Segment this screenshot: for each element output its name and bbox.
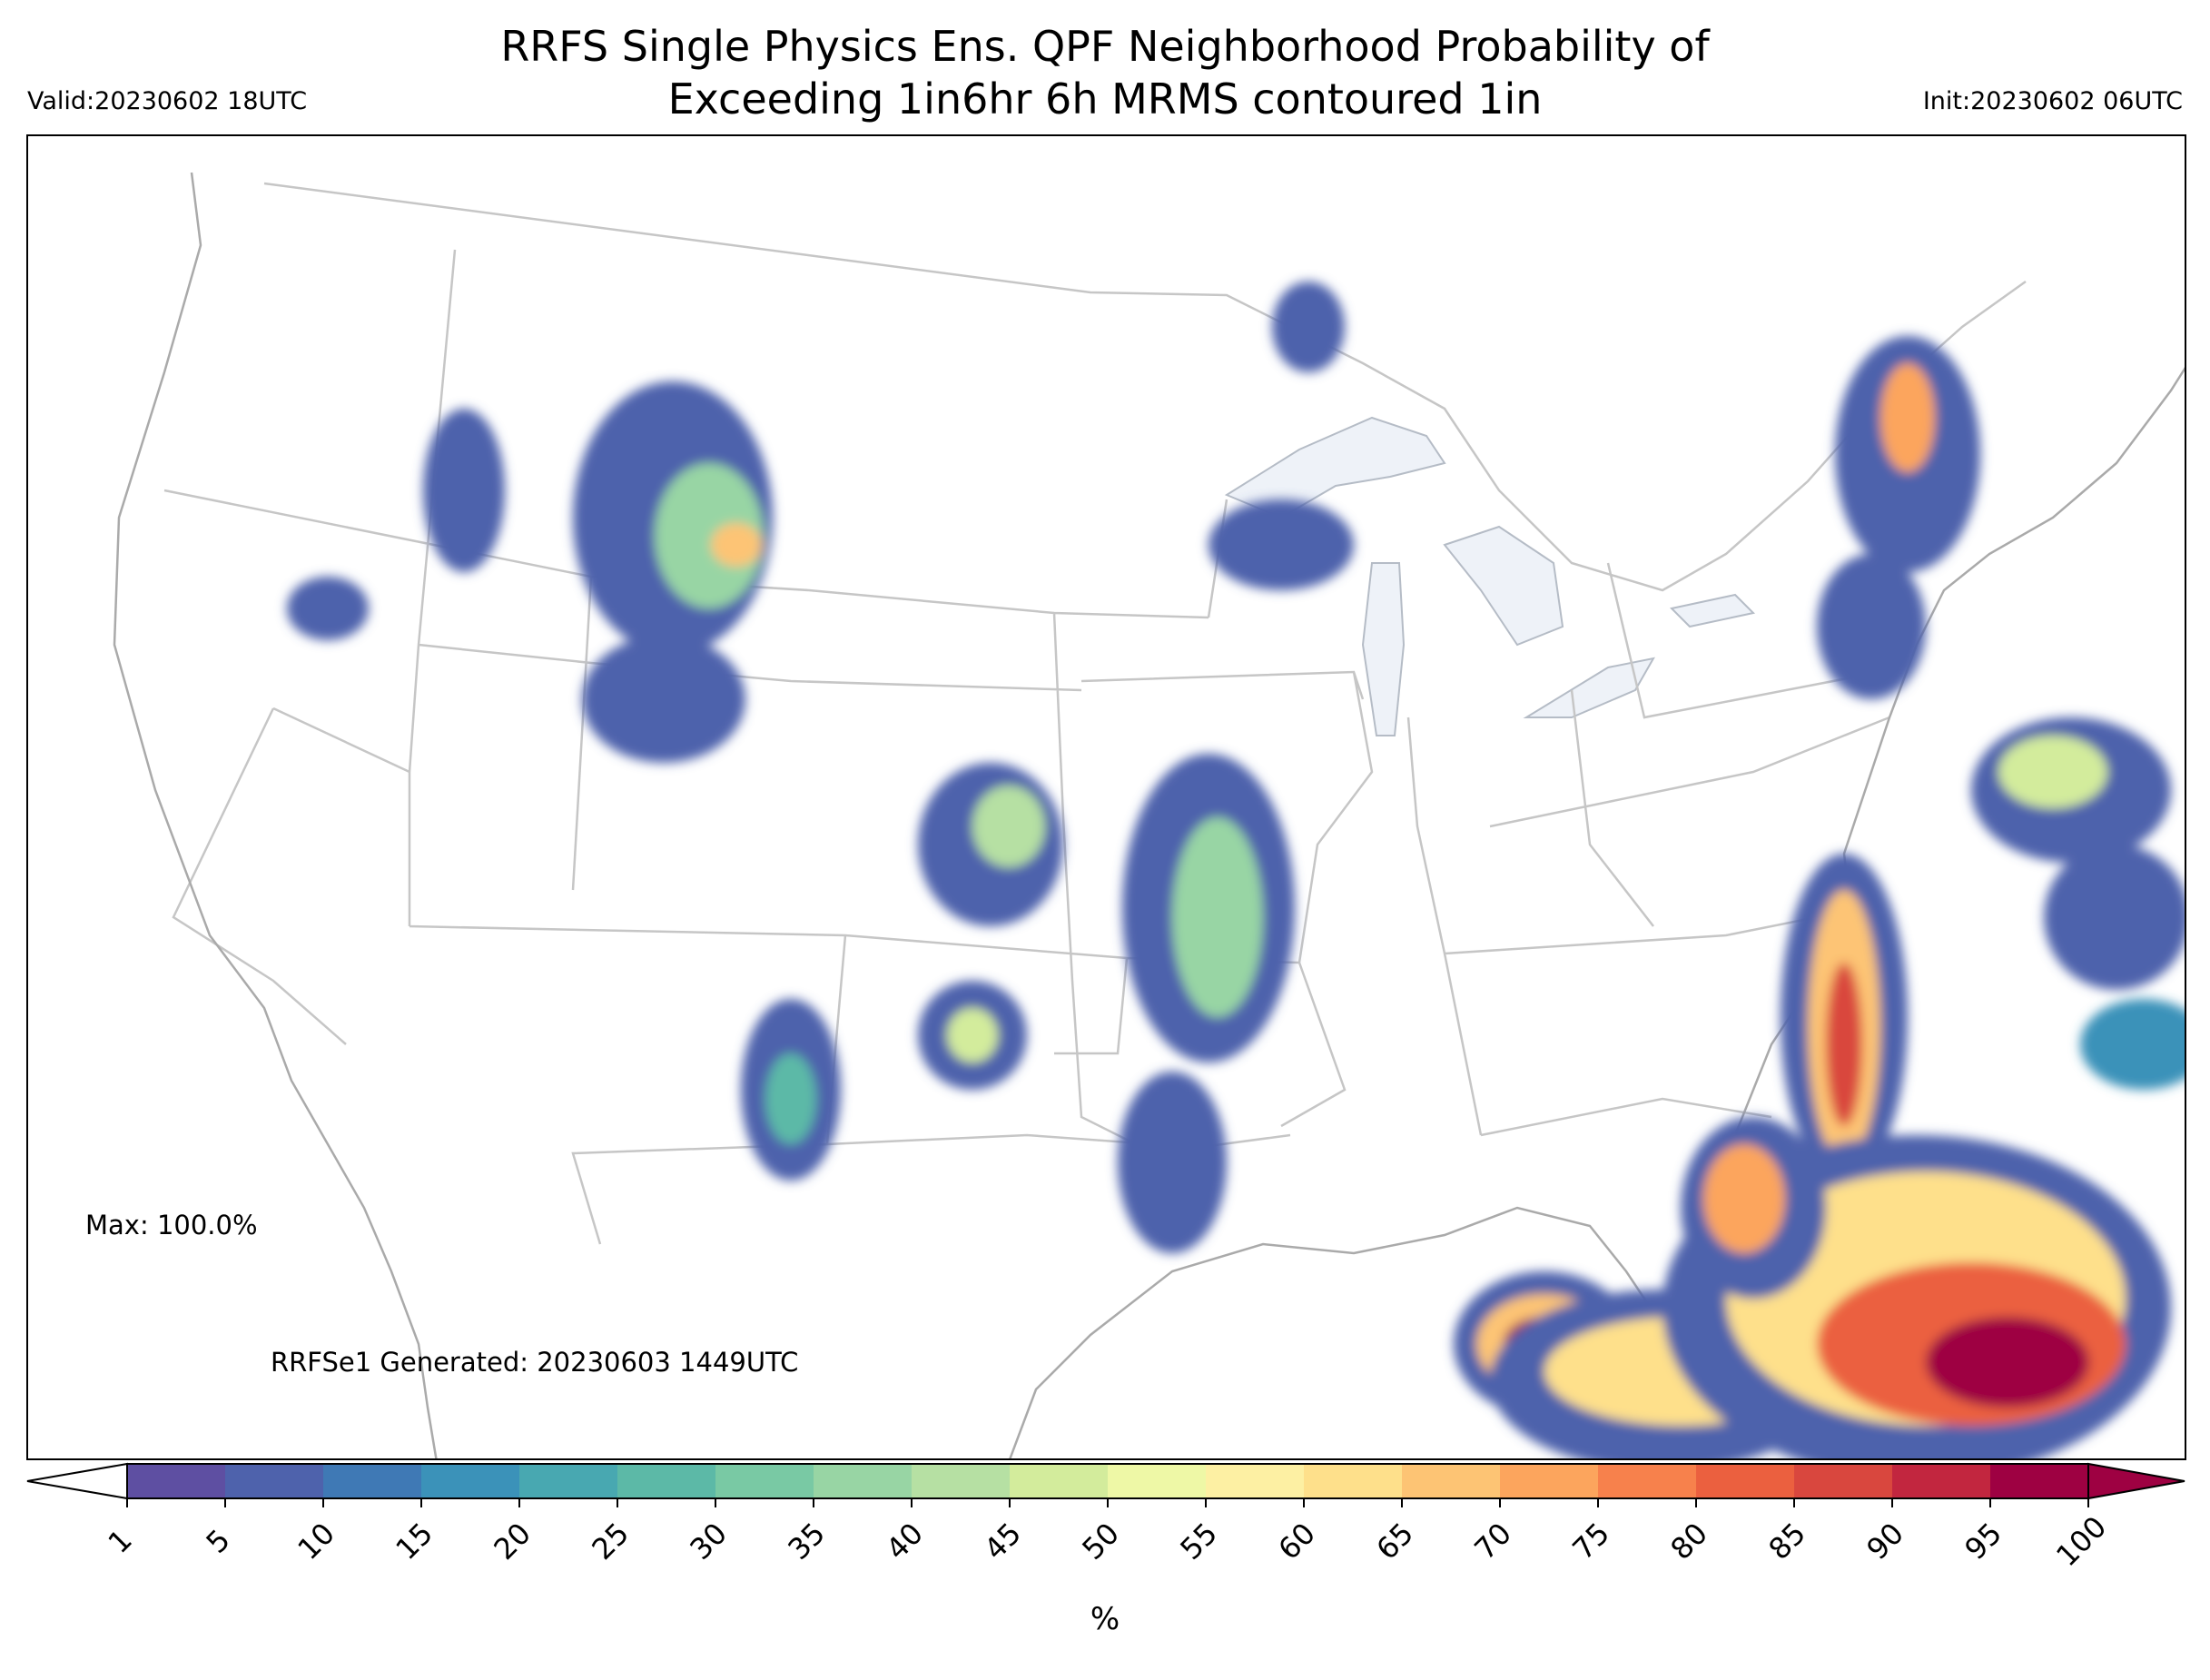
colorbar-extend-high [2087,1462,2185,1500]
blob-montana-core [711,523,762,567]
colorbar-segment [1206,1464,1305,1498]
blob-atlantic-mid [2044,845,2185,990]
colorbar-tick-label: 95 [1958,1516,2008,1566]
colorbar-tick-label: 45 [977,1516,1028,1566]
blob-tx-panhandle-inner [947,1008,998,1062]
colorbar-unit-label: % [1090,1601,1120,1637]
colorbar-segment [1892,1464,1991,1498]
colorbar-segment [1402,1464,1501,1498]
valid-time: Valid:20230602 18UTC [27,87,308,115]
blob-oregon [287,577,369,640]
blob-florida-core [1926,1317,2089,1408]
canada-border [263,182,2027,592]
colorbar-segment [1108,1464,1207,1498]
colorbar-tick-label: 20 [487,1516,538,1566]
colorbar-segment [519,1464,618,1498]
colorbar-extend-low [26,1462,128,1500]
state-borders [163,182,2027,1245]
colorbar-tick-label: 25 [585,1516,636,1566]
colorbar-segment [1304,1464,1403,1498]
colorbar-segment [814,1464,913,1498]
lake-michigan [1361,562,1406,736]
blob-minnesota [1209,499,1354,590]
blob-wyoming [582,636,745,763]
blob-quebec-core [1880,363,1935,472]
blob-atlantic-mid2 [2080,999,2185,1090]
blob-carolina-core [1826,963,1862,1126]
colorbar-tick-label: 35 [781,1516,832,1566]
blob-ontario [1272,282,1345,372]
state-lines [163,249,1890,1245]
colorbar: 1 5 10 15 20 25 30 35 40 45 50 55 60 65 70 75 80 85 90 95 10… [26,1462,2185,1573]
map-canvas [113,172,2185,1458]
blob-newengland [1817,554,1926,699]
colorbar-tick-label: 10 [291,1516,341,1566]
map-panel [26,134,2186,1460]
colorbar-segment [912,1464,1011,1498]
colorbar-segment [1696,1464,1795,1498]
lake-ontario [1669,593,1756,628]
colorbar-segment [1794,1464,1893,1498]
blob-kansas-inner [1172,817,1263,1017]
colorbar-tick-label: 1 [102,1523,139,1560]
blob-georgia-inner [1703,1144,1785,1253]
colorbar-tick-label: 5 [200,1523,237,1560]
chart-title: RRFS Single Physics Ens. QPF Neighborhoo… [500,22,1710,124]
colorbar-tick-label: 100 [2049,1509,2113,1573]
colorbar-tick-label: 40 [879,1516,930,1566]
blob-nm-inner [765,1053,816,1144]
colorbar-segment [421,1464,520,1498]
blob-montana-inner [655,463,764,608]
lake-erie [1523,657,1655,718]
colorbar-segment [225,1464,324,1498]
blob-oklahoma [1118,1072,1227,1253]
colorbar-ticks: 1 5 10 15 20 25 30 35 40 45 50 55 60 65 70 75 80 85 90 95 10… [102,1498,2113,1573]
colorbar-segment [1990,1464,2089,1498]
colorbar-tick-label: 70 [1467,1516,1518,1566]
colorbar-tick-label: 75 [1565,1516,1616,1566]
colorbar-tick-label: 65 [1369,1516,1420,1566]
colorbar-segment [715,1464,814,1498]
colorbar-segment [127,1464,226,1498]
colorbar-segment [1500,1464,1599,1498]
colorbar-tick-label: 50 [1075,1516,1126,1566]
lake-huron [1443,525,1564,647]
colorbar-segment [1598,1464,1697,1498]
colorbar-tick-label: 30 [683,1516,734,1566]
init-time: Init:20230602 06UTC [1922,87,2183,115]
colorbar-tick-label: 15 [389,1516,439,1566]
colorbar-tick-label: 80 [1663,1516,1714,1566]
colorbar-segments [26,1462,2185,1500]
colorbar-tick-label: 55 [1173,1516,1224,1566]
west-coast [113,172,438,1458]
colorbar-tick-label: 90 [1860,1516,1910,1566]
colorbar-segment [617,1464,716,1498]
blob-colorado-inner [972,786,1045,867]
colorbar-segment [323,1464,422,1498]
blob-atlantic-ne-inner [1998,736,2107,808]
max-value-label: Max: 100.0% [85,1210,258,1240]
great-lakes [1224,416,1756,736]
colorbar-tick-label: 85 [1761,1516,1812,1566]
colorbar-tick-label: 60 [1271,1516,1322,1566]
generated-label: RRFSe1 Generated: 20230603 1449UTC [271,1347,799,1378]
colorbar-segment [1010,1464,1109,1498]
probability-blobs [287,282,2185,1458]
blob-idaho [423,409,505,572]
